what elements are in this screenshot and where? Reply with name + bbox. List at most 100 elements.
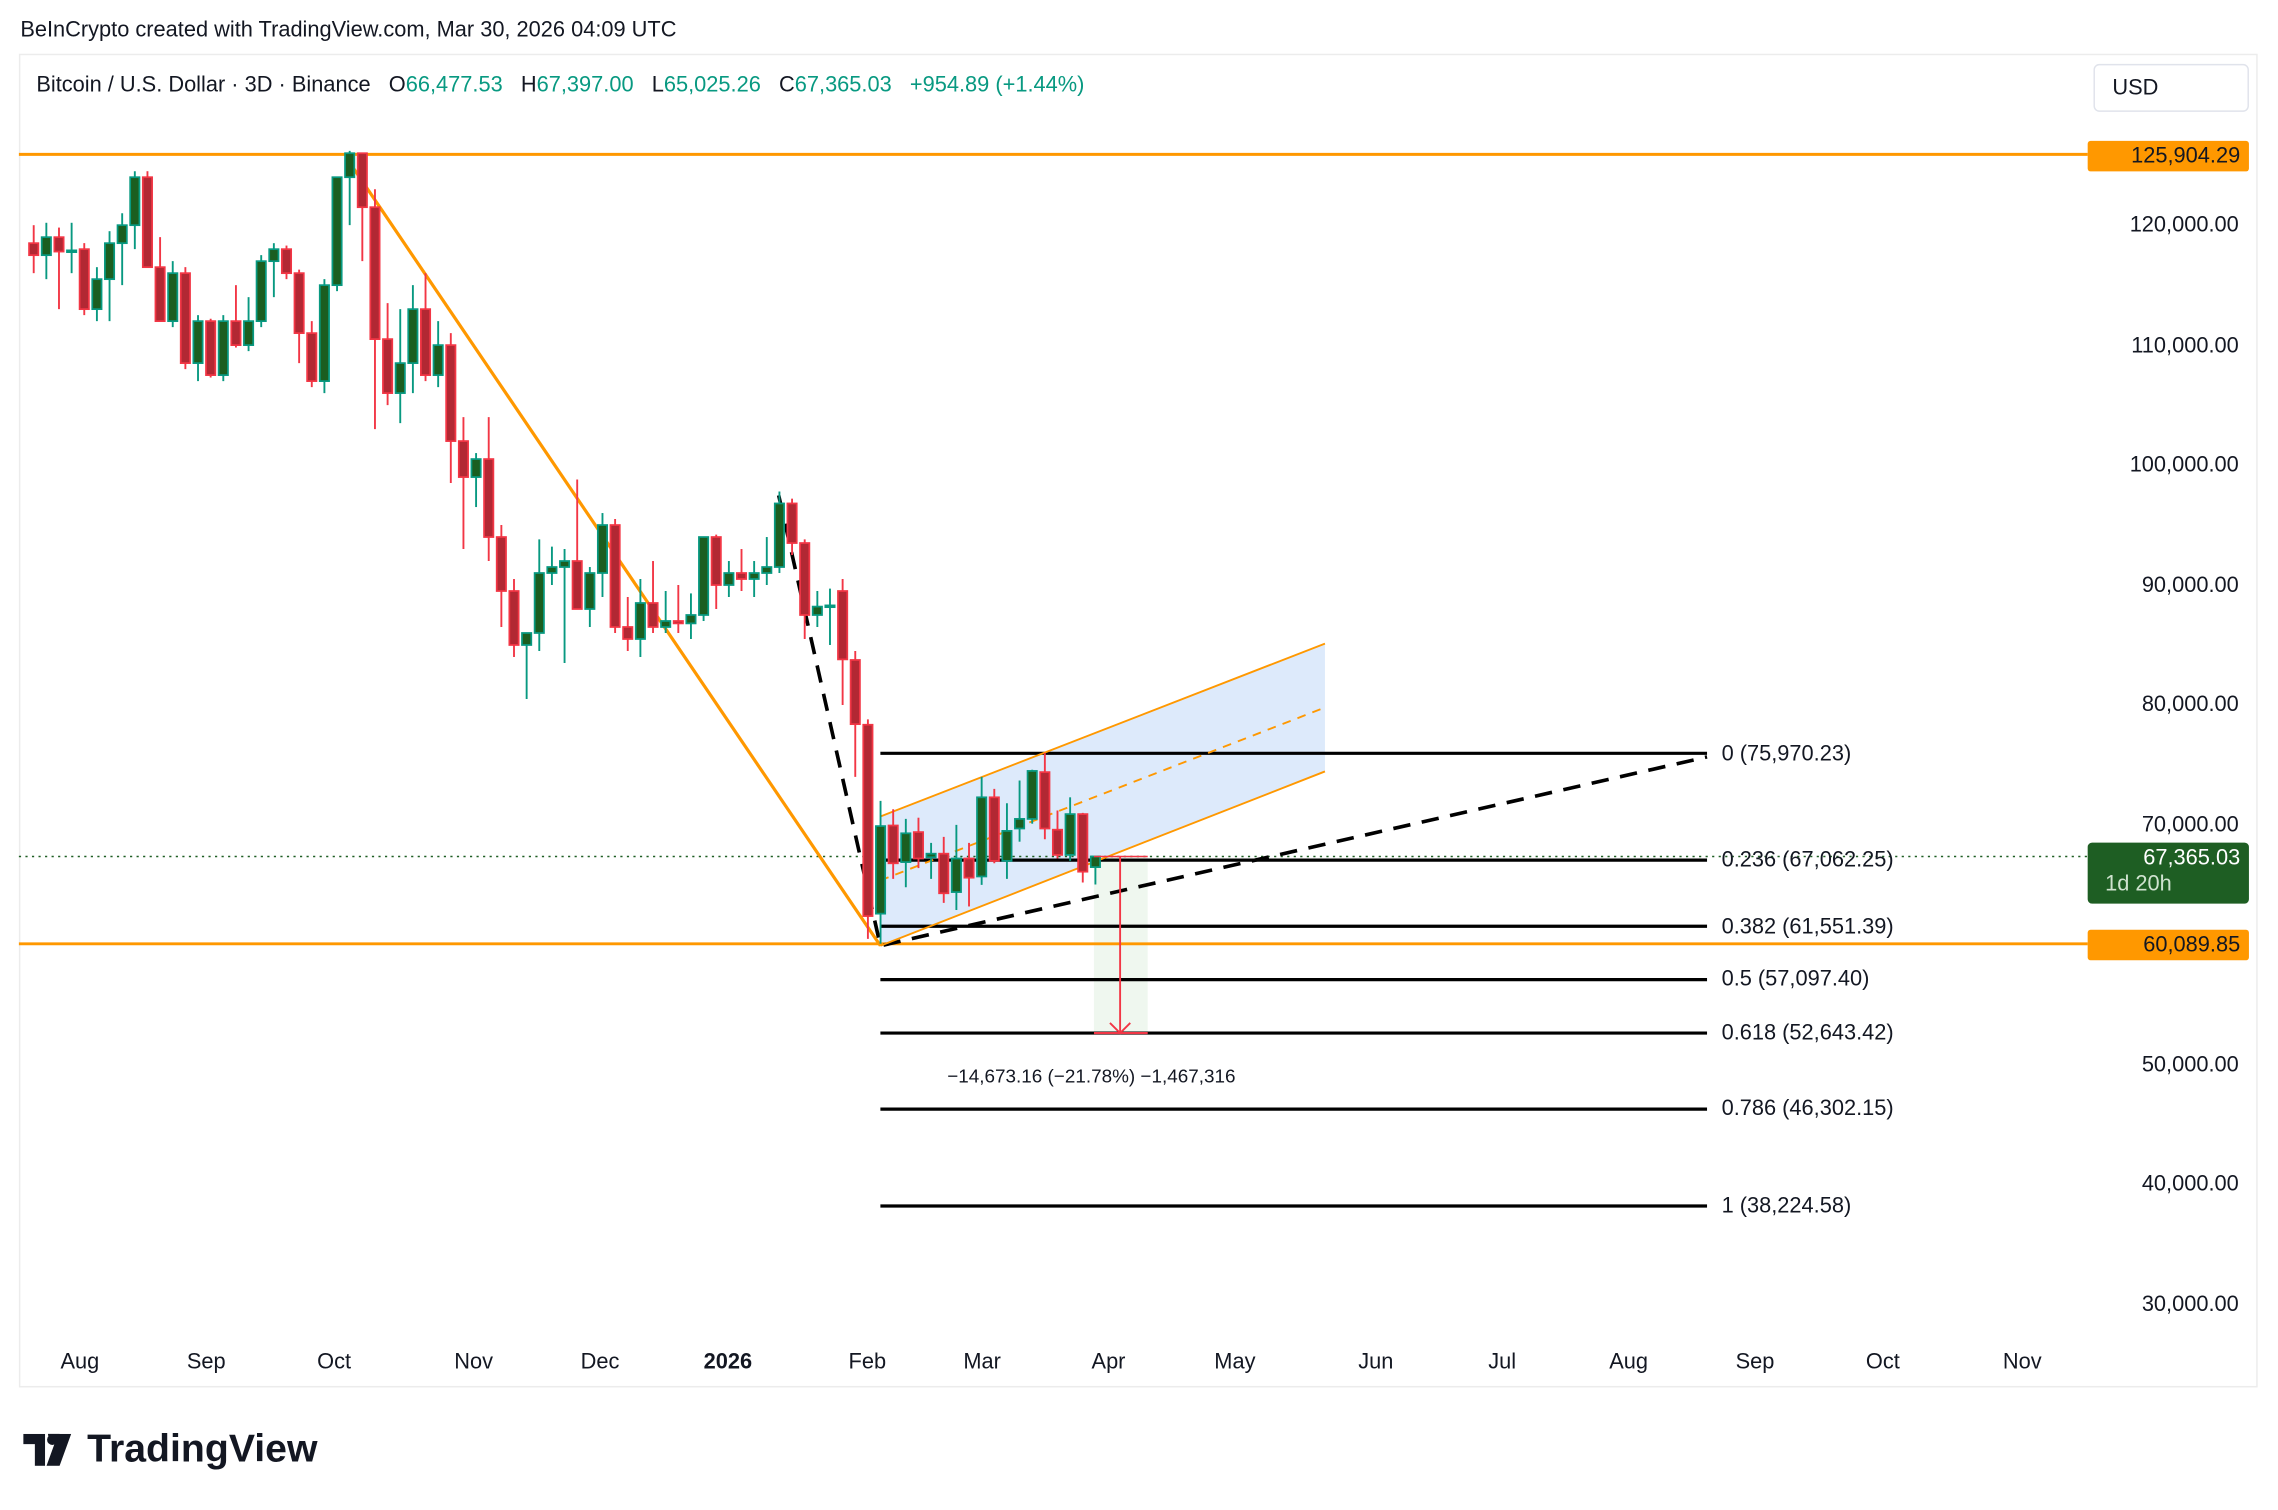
candle-down <box>849 650 861 777</box>
candle-body <box>546 566 558 574</box>
candle-up <box>596 513 608 598</box>
candle-down <box>622 597 634 651</box>
candle-body <box>407 308 419 364</box>
candle-down <box>912 817 924 869</box>
candle-body <box>356 152 368 209</box>
candle-body <box>243 320 255 346</box>
candle-up <box>318 279 330 394</box>
candle-body <box>104 242 116 281</box>
candle-down <box>735 549 748 592</box>
measure-arrow-head-icon <box>1109 1022 1131 1035</box>
support-price-tag: 60,089.85 <box>2087 929 2249 961</box>
candle-body <box>66 249 78 253</box>
attribution: BeInCrypto created with TradingView.com,… <box>20 17 677 43</box>
fib-level-label: 0.382 (61,551.39) <box>1721 913 1894 939</box>
candle-body <box>887 824 899 865</box>
currency-button[interactable]: USD <box>2093 63 2249 112</box>
price-tick-label: 110,000.00 <box>2131 332 2239 358</box>
time-tick-label: 2026 <box>703 1349 753 1375</box>
candle-up <box>723 561 735 598</box>
candle-down <box>1039 752 1051 840</box>
candle-body <box>988 796 1000 862</box>
candle-body <box>634 602 646 640</box>
price-tick-label: 40,000.00 <box>2141 1172 2239 1198</box>
candle-up <box>432 321 444 388</box>
candle-body <box>445 344 457 442</box>
candle-body <box>925 852 937 859</box>
time-tick-label: May <box>1214 1349 1256 1375</box>
candle-body <box>735 572 748 580</box>
candle-down <box>420 273 432 382</box>
candle-body <box>141 176 153 269</box>
candle-up <box>559 549 571 663</box>
candle-up <box>660 591 672 633</box>
price-tick-label: 100,000.00 <box>2129 452 2239 478</box>
candle-body <box>912 831 924 860</box>
candle-body <box>268 248 280 263</box>
candle-up <box>407 285 419 394</box>
time-tick-label: Jun <box>1358 1349 1394 1375</box>
candle-up <box>546 546 558 586</box>
candle-body <box>521 632 533 646</box>
tradingview-logo-text: TradingView <box>87 1426 318 1471</box>
current-price: 67,365.03 <box>2143 845 2241 871</box>
candle-down <box>799 539 811 639</box>
time-tick-label: Sep <box>186 1349 226 1375</box>
candle-down <box>786 498 798 556</box>
candle-up <box>66 222 78 274</box>
high-value: 67,397.00 <box>536 72 634 98</box>
time-tick-label: Aug <box>1609 1349 1648 1375</box>
candle-down <box>938 836 950 903</box>
candle-body <box>369 206 381 341</box>
price-tick-label: 80,000.00 <box>2141 692 2239 718</box>
candle-body <box>824 604 836 609</box>
fib-level-label: 0.618 (52,643.42) <box>1721 1020 1894 1046</box>
candle-body <box>217 320 229 376</box>
candle-down <box>647 561 659 633</box>
fib-level-label: 0 (75,970.23) <box>1721 740 1852 766</box>
candle-down <box>571 479 583 610</box>
candle-down <box>356 152 368 262</box>
candle-up <box>268 243 280 298</box>
candle-body <box>255 260 267 323</box>
candle-body <box>748 572 760 580</box>
candle-body <box>306 332 318 382</box>
candle-body <box>508 590 520 646</box>
candle-countdown: 1d 20h <box>2105 871 2172 897</box>
candle-up <box>811 591 823 627</box>
candle-body <box>584 572 596 610</box>
candle-up <box>255 255 267 328</box>
symbol-title[interactable]: Bitcoin / U.S. Dollar · 3D · Binance <box>36 72 371 98</box>
candle-body <box>799 542 811 616</box>
candle-body <box>660 620 672 628</box>
candle-down <box>837 579 849 705</box>
price-tick-label: 30,000.00 <box>2141 1292 2239 1318</box>
candle-body <box>1089 855 1101 868</box>
candle-up <box>394 309 406 424</box>
candle-up <box>91 267 103 322</box>
close-label: C <box>779 72 795 98</box>
fib-trend-dashed-line <box>776 495 1708 948</box>
fib-level-label: 1 (38,224.58) <box>1721 1193 1852 1219</box>
candle-down <box>179 267 191 370</box>
candle-up <box>521 632 533 699</box>
candle-body <box>1064 813 1076 856</box>
candle-down <box>483 417 495 562</box>
candle-body <box>78 248 90 311</box>
tradingview-logo-icon <box>23 1433 72 1466</box>
candle-down <box>141 171 153 269</box>
candle-body <box>280 248 293 275</box>
candle-down <box>963 842 975 907</box>
candle-up <box>773 491 785 574</box>
time-tick-label: Mar <box>963 1349 1001 1375</box>
candle-up <box>167 261 179 328</box>
candle-body <box>1014 818 1026 830</box>
low-value: 65,025.26 <box>663 72 761 98</box>
tradingview-logo[interactable]: TradingView <box>23 1426 318 1472</box>
candle-body <box>205 320 217 376</box>
candle-up <box>900 818 912 888</box>
candle-body <box>167 272 179 323</box>
candle-body <box>230 320 242 346</box>
